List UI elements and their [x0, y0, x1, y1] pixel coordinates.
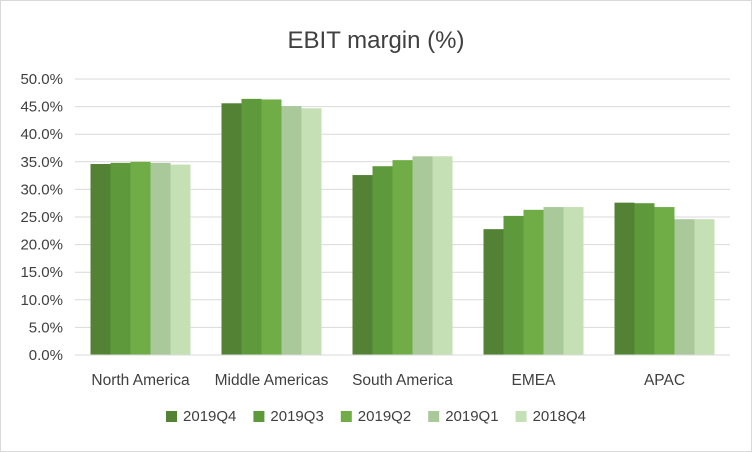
bar: [412, 156, 433, 355]
legend-swatch: [253, 411, 265, 422]
legend-item: 2019Q1: [428, 408, 499, 425]
y-axis-ticks: 0.0% 5.0% 10.0% 15.0% 20.0% 25.0% 30.0% 35.0% 40…: [20, 71, 63, 364]
bar: [110, 162, 131, 355]
y-tick-label: 30.0%: [20, 181, 63, 198]
legend-item: 2019Q3: [253, 408, 324, 425]
bar: [614, 202, 635, 355]
bar: [392, 160, 413, 355]
bar: [674, 219, 695, 355]
bar: [563, 207, 584, 355]
y-tick-label: 45.0%: [20, 99, 63, 116]
bar: [503, 215, 524, 355]
y-tick-label: 35.0%: [20, 154, 63, 171]
bar: [241, 98, 262, 355]
x-category-label: North America: [91, 372, 190, 389]
legend-label: 2019Q3: [270, 408, 323, 425]
legend: 2019Q4 2019Q3 2019Q2 2019Q1 2018Q4: [166, 408, 586, 425]
y-tick-label: 20.0%: [20, 237, 63, 254]
legend-item: 2019Q2: [340, 408, 411, 425]
bar: [150, 162, 171, 355]
bar: [90, 164, 111, 355]
bar: [543, 207, 564, 355]
bar: [523, 209, 544, 355]
bar: [352, 175, 373, 355]
bar: [694, 219, 715, 355]
bar: [654, 207, 675, 355]
legend-swatch: [340, 411, 352, 422]
bar: [634, 203, 655, 355]
y-tick-label: 50.0%: [20, 71, 63, 88]
legend-label: 2019Q4: [183, 408, 236, 425]
legend-label: 2019Q2: [358, 408, 411, 425]
bar: [281, 106, 302, 355]
bars: [90, 98, 715, 356]
bar: [301, 108, 322, 355]
x-category-label: EMEA: [512, 372, 557, 389]
legend-swatch: [428, 411, 440, 422]
y-tick-label: 40.0%: [20, 126, 63, 143]
bar: [130, 161, 151, 355]
bar: [372, 166, 393, 355]
bar: [221, 103, 242, 356]
y-tick-label: 0.0%: [29, 347, 63, 364]
bar: [432, 156, 453, 355]
legend-item: 2018Q4: [515, 408, 586, 425]
chart-title: EBIT margin (%): [288, 27, 465, 54]
legend-label: 2019Q1: [445, 408, 498, 425]
legend-label: 2018Q4: [533, 408, 586, 425]
x-category-label: Middle Americas: [215, 372, 329, 389]
bar: [261, 99, 282, 355]
bar: [170, 164, 191, 355]
x-axis-categories: North America Middle Americas South Americ…: [91, 372, 685, 389]
y-tick-label: 10.0%: [20, 292, 63, 309]
legend-item: 2019Q4: [166, 408, 236, 425]
legend-swatch: [515, 411, 527, 422]
y-tick-label: 15.0%: [20, 264, 63, 281]
y-tick-label: 25.0%: [20, 209, 63, 226]
y-tick-label: 5.0%: [29, 319, 63, 336]
x-category-label: South America: [352, 372, 453, 389]
legend-swatch: [166, 411, 178, 422]
bar: [483, 229, 504, 355]
x-category-label: APAC: [644, 372, 685, 389]
